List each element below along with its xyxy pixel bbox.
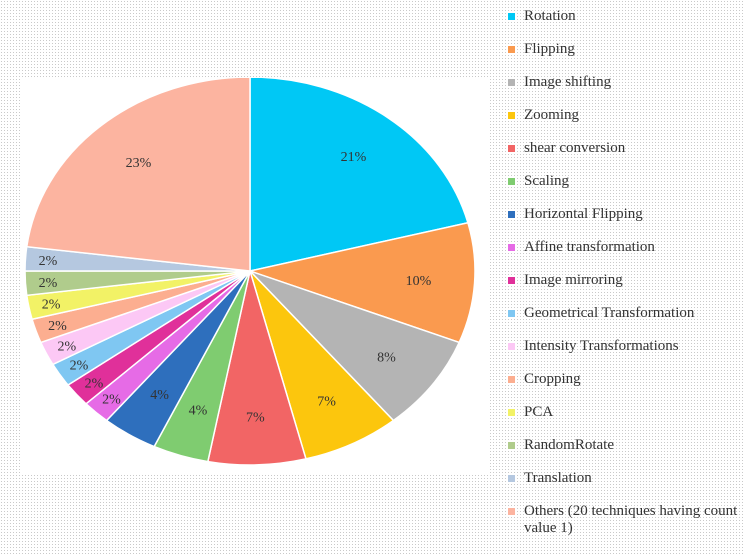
legend-item: Cropping <box>505 371 741 404</box>
data-label: 2% <box>39 276 58 291</box>
data-label: 2% <box>85 376 104 391</box>
legend-label: Rotation <box>524 8 576 24</box>
legend-swatch <box>508 145 515 152</box>
legend-label: Others (20 techniques having count value… <box>524 503 738 536</box>
legend-label: RandomRotate <box>524 437 614 453</box>
legend-item: Rotation <box>505 8 741 41</box>
data-label: 10% <box>406 274 432 289</box>
legend-item: Zooming <box>505 107 741 140</box>
legend-label: Affine transformation <box>524 239 655 255</box>
legend-item: Scaling <box>505 173 741 206</box>
legend-swatch <box>508 211 515 218</box>
legend-label: Scaling <box>524 173 569 189</box>
legend-label: Horizontal Flipping <box>524 206 643 222</box>
legend-swatch <box>508 475 515 482</box>
legend-swatch <box>508 13 515 20</box>
legend-swatch <box>508 178 515 185</box>
data-label: 21% <box>341 150 367 165</box>
data-label: 2% <box>42 298 61 313</box>
legend-item: Intensity Transformations <box>505 338 741 371</box>
legend-item: PCA <box>505 404 741 437</box>
data-label: 8% <box>377 351 396 366</box>
legend-swatch <box>508 277 515 284</box>
data-label: 4% <box>189 403 208 418</box>
legend-swatch <box>508 409 515 416</box>
legend-swatch <box>508 310 515 317</box>
data-label: 2% <box>48 319 67 334</box>
legend-label: Cropping <box>524 371 581 387</box>
data-label: 4% <box>150 388 169 403</box>
legend-label: Flipping <box>524 41 575 57</box>
legend-label: Image mirroring <box>524 272 623 288</box>
legend-label: Geometrical Transformation <box>524 305 695 321</box>
pie-slice <box>247 221 476 344</box>
legend-item: Geometrical Transformation <box>505 305 741 338</box>
legend-item: Flipping <box>505 41 741 74</box>
pie-svg: 21%10%8%7%7%4%4%2%2%2%2%2%2%2%2%23% <box>24 78 476 466</box>
legend-label: Image shifting <box>524 74 612 90</box>
pie-panel: 21% 10% 8% 7% 7% 4% 4% 2% 2% 2% 2% 2% 2% 2% 2% 23% <box>20 78 488 474</box>
pie-slice <box>249 78 469 272</box>
legend-label: Zooming <box>524 107 579 123</box>
legend-item: Affine transformation <box>505 239 741 272</box>
legend-item: RandomRotate <box>505 437 741 470</box>
legend-label: shear conversion <box>524 140 626 156</box>
legend-swatch <box>508 46 515 53</box>
legend-swatch <box>508 343 515 350</box>
data-label: 2% <box>70 359 89 374</box>
data-label: 23% <box>126 156 152 171</box>
legend-label: PCA <box>524 404 554 420</box>
data-label: 7% <box>246 410 265 425</box>
legend-label: Intensity Transformations <box>524 338 679 354</box>
pie-slice <box>25 78 251 272</box>
legend-item: Image mirroring <box>505 272 741 305</box>
legend-swatch <box>508 508 515 515</box>
data-label: 2% <box>39 254 58 269</box>
legend-swatch <box>508 244 515 251</box>
legend-item: Image shifting <box>505 74 741 107</box>
pie-slice <box>249 270 461 422</box>
legend-item: shear conversion <box>505 140 741 173</box>
legend-label: Translation <box>524 470 592 486</box>
legend-item: Others (20 techniques having count value… <box>505 503 741 549</box>
data-label: 2% <box>57 339 76 354</box>
legend-item: Horizontal Flipping <box>505 206 741 239</box>
legend-swatch <box>508 376 515 383</box>
data-label: 7% <box>317 395 336 410</box>
legend: Rotation Flipping Image shifting Zooming she… <box>505 8 741 549</box>
legend-swatch <box>508 112 515 119</box>
legend-swatch <box>508 79 515 86</box>
legend-swatch <box>508 442 515 449</box>
data-label: 2% <box>102 392 121 407</box>
legend-item: Translation <box>505 470 741 503</box>
